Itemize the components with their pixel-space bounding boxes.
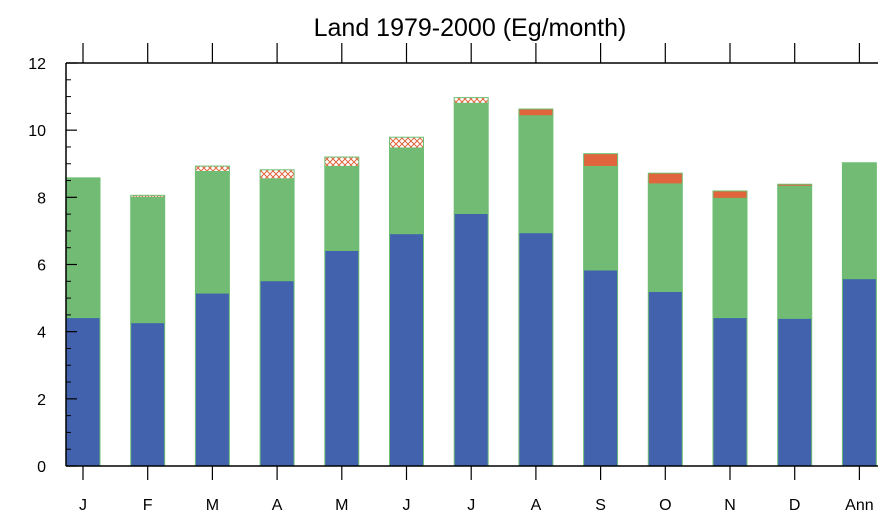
- bar-segment-series2-5: [389, 147, 424, 235]
- y-tick-label: 8: [37, 190, 46, 207]
- bar-segment-series1-4: [324, 249, 360, 467]
- bar-segment-series1-12: [841, 278, 877, 467]
- bar-segment-series2-11: [777, 185, 813, 319]
- bar-segment-series2-12: [841, 162, 877, 280]
- bars-layer: [65, 97, 877, 467]
- x-tick-label: F: [143, 497, 153, 514]
- x-tick-label: N: [724, 497, 736, 514]
- x-tick-label: D: [789, 497, 801, 514]
- x-tick-label: J: [79, 497, 87, 514]
- bar-segment-series2-0: [65, 177, 101, 319]
- x-tick-label: J: [467, 497, 475, 514]
- y-tick-label: 6: [37, 258, 46, 275]
- bar-segment-series4-1: [130, 194, 166, 198]
- labels-layer: 0 2 4 6 8 10 12 J F M A M J J A S O N D Ann: [28, 56, 873, 514]
- x-tick-label: S: [595, 497, 606, 514]
- bar-segment-series3-11: [777, 183, 813, 187]
- bar-segment-series1-5: [389, 233, 424, 467]
- bar-segment-series2-9: [647, 183, 683, 292]
- x-tick-label: M: [206, 497, 219, 514]
- bar-segment-series2-6: [453, 102, 489, 214]
- bar-segment-series2-8: [583, 165, 619, 271]
- bar-segment-series1-9: [647, 290, 683, 467]
- bar-segment-series1-6: [453, 212, 489, 467]
- y-tick-label: 12: [28, 56, 46, 73]
- bar-segment-series2-4: [324, 165, 360, 251]
- bar-segment-series3-9: [647, 172, 683, 185]
- bar-segment-series3-8: [583, 153, 619, 167]
- bar-segment-series1-3: [259, 280, 295, 467]
- bar-segment-series2-1: [130, 196, 166, 324]
- bar-segment-series1-0: [65, 317, 101, 467]
- bar-segment-series2-3: [259, 178, 295, 282]
- bar-segment-series3-10: [712, 190, 748, 199]
- y-tick-label: 0: [37, 459, 46, 476]
- chart-title: Land 1979-2000 (Eg/month): [314, 14, 627, 42]
- bar-segment-series4-5: [389, 136, 424, 149]
- x-tick-label: M: [335, 497, 348, 514]
- bar-segment-series1-7: [518, 232, 554, 467]
- x-tick-label: O: [659, 497, 671, 514]
- y-tick-label: 10: [28, 123, 46, 140]
- y-tick-label: 2: [37, 392, 46, 409]
- bar-segment-series4-3: [259, 169, 295, 180]
- x-tick-label: Ann: [845, 497, 873, 514]
- ticks-layer: [66, 43, 861, 480]
- bar-segment-series1-1: [130, 322, 166, 467]
- bar-segment-series1-10: [712, 317, 748, 467]
- bar-segment-series4-2: [194, 165, 230, 172]
- bar-segment-series3-7: [518, 108, 554, 117]
- bar-segment-series4-4: [324, 156, 360, 167]
- x-tick-label: J: [403, 497, 411, 514]
- bar-segment-series4-6: [453, 97, 489, 104]
- bar-segment-series2-2: [194, 170, 230, 294]
- y-tick-label: 4: [37, 325, 46, 342]
- bar-segment-series2-10: [712, 197, 748, 319]
- bar-segment-series2-7: [518, 115, 554, 234]
- bar-segment-series1-11: [777, 317, 813, 467]
- x-tick-label: A: [531, 497, 542, 514]
- x-tick-label: A: [272, 497, 283, 514]
- bar-segment-series1-2: [194, 292, 230, 467]
- bar-segment-series1-8: [583, 269, 619, 467]
